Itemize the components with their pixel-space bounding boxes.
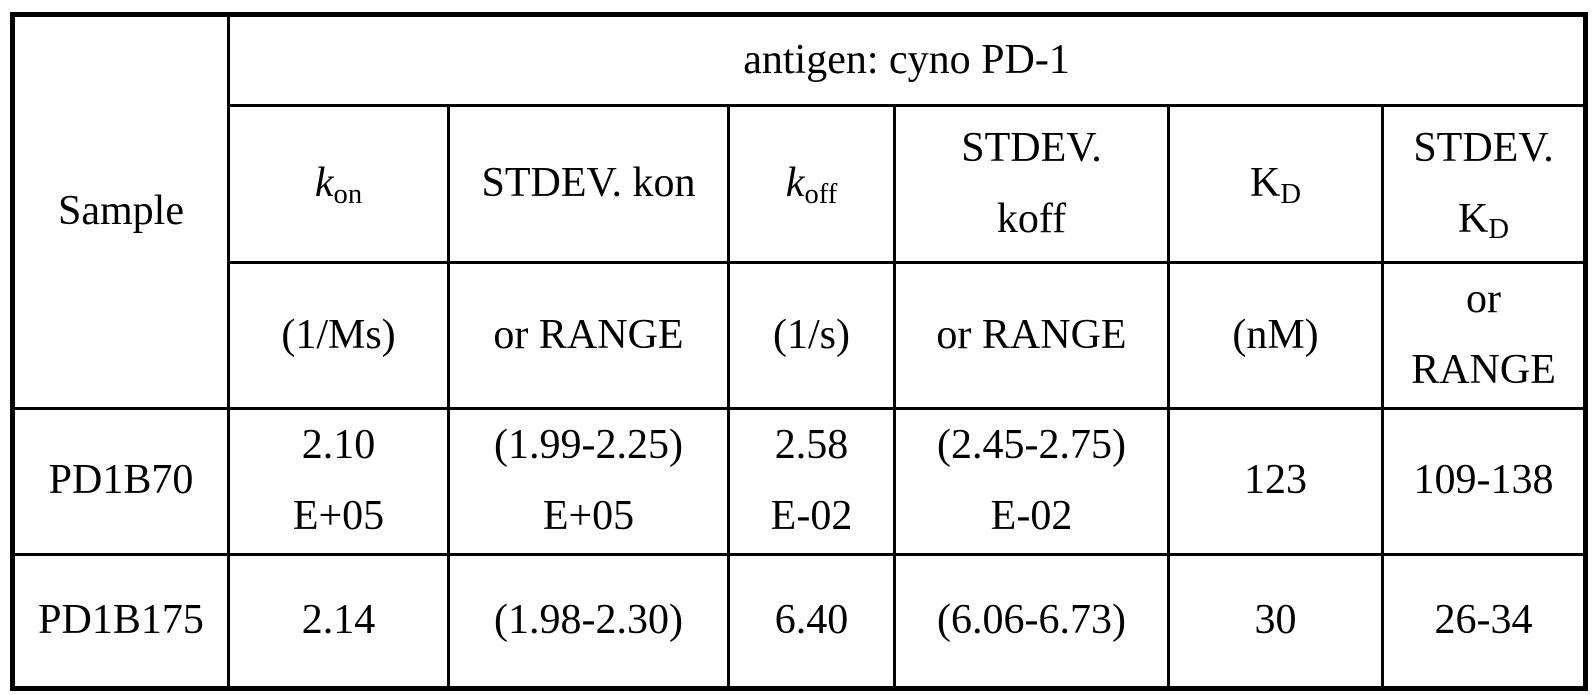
unit-header-row: (1/Ms) or RANGE (1/s) or RANGE (nM) or R… (13, 261, 1588, 410)
stdev-koff-line2: koff (996, 196, 1067, 242)
header-cell-stdev-kon: STDEV. kon (447, 104, 730, 264)
unit-cell-stdev-kd: or RANGE (1380, 261, 1588, 410)
data-cell-kd: 30 (1167, 552, 1384, 690)
unit-cell-kon: (1/Ms) (227, 261, 450, 410)
data-cell-stdev-kd: 26-34 (1380, 552, 1588, 690)
kd-symbol: K (1250, 160, 1281, 207)
data-cell-stdev-kon: (1.99-2.25) E+05 (447, 406, 730, 556)
data-cell-kon: 2.14 (227, 552, 450, 690)
unit-cell-stdev-koff: or RANGE (893, 261, 1170, 410)
sample-cell: PD1B70 (11, 406, 230, 556)
data-cell-stdev-kd: 109-138 (1380, 406, 1588, 556)
kon-subscript: on (333, 178, 363, 210)
unit-cell-stdev-kon: or RANGE (447, 261, 730, 410)
measure-header-row: kon STDEV. kon koff STDEV. koff KD STDEV… (13, 104, 1588, 264)
kinetics-table: Sample antigen: cyno PD-1 kon STDEV. kon… (10, 12, 1589, 691)
data-cell-kon: 2.10 E+05 (227, 406, 450, 556)
header-cell-koff: koff (727, 104, 896, 264)
header-cell-stdev-kd: STDEV. KD (1380, 104, 1588, 264)
data-cell-koff: 6.40 (727, 552, 896, 690)
header-cell-stdev-koff: STDEV. koff (893, 104, 1170, 264)
data-row-pd1b70: PD1B70 2.10 E+05 (1.99-2.25) E+05 2.58 E-02… (11, 406, 1588, 556)
kon-symbol: k (314, 160, 334, 207)
kd-subscript: D (1280, 178, 1301, 210)
sample-header-cell: Sample (11, 13, 230, 410)
data-cell-stdev-koff: (6.06-6.73) (893, 552, 1170, 690)
header-cell-kd: KD (1167, 104, 1384, 264)
data-cell-stdev-koff: (2.45-2.75) E-02 (893, 406, 1170, 556)
data-cell-kd: 123 (1167, 406, 1384, 556)
koff-subscript: off (804, 178, 838, 210)
unit-stdev-kd-line1: or (1466, 276, 1502, 322)
stdev-kd-symbol: K (1458, 196, 1489, 242)
data-cell-koff: 2.58 E-02 (727, 406, 896, 556)
unit-stdev-kd-line2: RANGE (1411, 347, 1556, 394)
unit-cell-kd: (nM) (1167, 261, 1384, 410)
unit-cell-koff: (1/s) (727, 261, 896, 410)
data-row-pd1b175: PD1B175 2.14 (1.98-2.30) 6.40 (6.06-6.73… (11, 552, 1588, 690)
stdev-koff-line1: STDEV. (961, 124, 1102, 171)
antigen-header-cell: antigen: cyno PD-1 (226, 13, 1588, 107)
data-cell-stdev-kon: (1.98-2.30) (447, 552, 730, 690)
koff-symbol: k (785, 160, 805, 207)
sample-cell: PD1B175 (11, 552, 230, 690)
stdev-kd-line2: KD (1386, 184, 1583, 255)
stdev-kd-line1: STDEV. (1413, 124, 1554, 171)
header-cell-kon: kon (227, 104, 450, 264)
antigen-header-row: Sample antigen: cyno PD-1 (11, 13, 1588, 410)
stdev-kd-subscript: D (1488, 214, 1509, 246)
